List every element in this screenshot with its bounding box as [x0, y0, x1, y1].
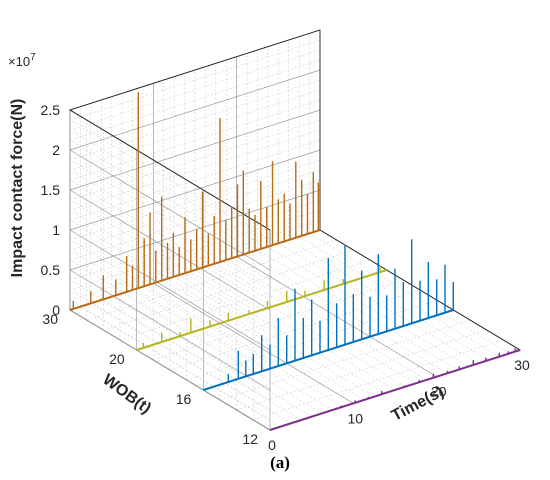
y-axis-label: WOB(t) — [99, 371, 154, 417]
z-axis-label: Impact contact force(N) — [9, 99, 26, 278]
back-grid-line — [69, 149, 321, 231]
z-multiplier: ×107 — [8, 52, 36, 69]
series-baseline — [69, 229, 321, 311]
series-baseline — [269, 349, 521, 431]
z-tick-label: 2 — [52, 142, 60, 158]
back-grid-line — [69, 109, 321, 191]
y-tick-label: 30 — [42, 311, 58, 327]
data-series — [69, 92, 521, 431]
side-grid-line — [69, 119, 271, 241]
z-tick-label: 2.5 — [41, 102, 61, 118]
side-grid-line — [69, 219, 271, 341]
y-tick-label: 16 — [176, 391, 192, 407]
y-tick-label: 12 — [242, 431, 258, 447]
back-grid-line — [69, 69, 321, 151]
series-wob-12 — [269, 348, 521, 431]
side-grid-line — [69, 229, 271, 351]
figure-caption: (a) — [270, 453, 290, 472]
floor-grid-line — [111, 296, 312, 417]
x-tick-label: 30 — [514, 357, 530, 373]
series-wob-16 — [203, 239, 454, 391]
x-tick-label: 20 — [431, 384, 447, 400]
side-grid-line — [69, 249, 271, 371]
side-grid-line — [69, 149, 271, 271]
side-grid-line — [69, 239, 271, 361]
side-grid-line — [69, 159, 271, 281]
side-grid-line — [69, 139, 271, 261]
floor-grid-line — [309, 233, 510, 354]
z-tick-label: 1 — [52, 222, 60, 238]
tick-labels: 0 0.5 1 1.5 2 2.5 0 10 20 30 12 16 20 30 — [41, 102, 530, 453]
axes-panes — [69, 29, 521, 431]
x-tick-label: 10 — [348, 410, 364, 426]
side-grid-line — [69, 289, 271, 411]
floor-grid-line — [163, 279, 364, 401]
side-grid-line — [69, 259, 271, 381]
side-grid-line — [69, 299, 271, 421]
floor-grid-line — [121, 293, 323, 414]
side-grid-line — [69, 169, 271, 291]
side-grid-line — [69, 209, 271, 331]
x-tick-label: 0 — [268, 437, 276, 453]
series-wob-30 — [69, 92, 321, 311]
side-grid-line — [69, 189, 271, 311]
floor-grid-line — [80, 306, 281, 427]
z-tick-label: 1.5 — [41, 182, 61, 198]
z-tick-label: 0.5 — [41, 262, 61, 278]
side-grid-line — [69, 129, 271, 251]
side-grid-line — [69, 179, 271, 301]
box-edge — [68, 29, 321, 231]
y-tick-label: 20 — [109, 351, 125, 367]
z-tick-label: 0 — [52, 302, 60, 318]
floor-grid-line — [267, 246, 469, 367]
floor-grid-line — [205, 266, 406, 387]
side-grid-line — [69, 199, 271, 321]
side-grid-line — [69, 309, 271, 431]
